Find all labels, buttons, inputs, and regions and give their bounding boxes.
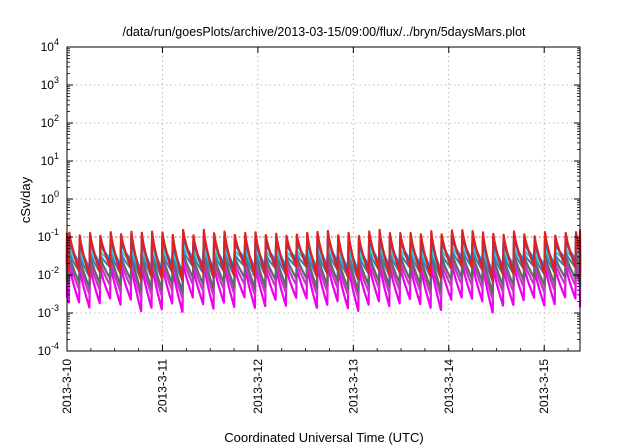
y-tick-label: 104 xyxy=(41,37,59,54)
x-tick-label: 2013-3-15 xyxy=(537,359,551,414)
series-line xyxy=(65,250,582,294)
chart-title: /data/run/goesPlots/archive/2013-03-15/0… xyxy=(122,25,526,39)
series-line xyxy=(65,256,582,301)
y-tick-label: 100 xyxy=(41,189,59,206)
series-line xyxy=(65,261,582,314)
x-tick-label: 2013-3-12 xyxy=(251,359,265,414)
x-tick-label: 2013-3-14 xyxy=(442,359,456,414)
y-tick-label: 103 xyxy=(41,75,59,92)
y-tick-label: 10-2 xyxy=(38,265,59,282)
y-axis-title: cSv/day xyxy=(18,176,33,223)
series-line xyxy=(65,228,582,283)
plot-frame xyxy=(66,46,581,352)
y-tick-label: 102 xyxy=(41,113,59,130)
y-tick-label: 101 xyxy=(41,151,59,168)
x-tick-label: 2013-3-11 xyxy=(155,359,169,413)
y-tick-label: 10-4 xyxy=(38,341,59,358)
y-tick-label: 10-3 xyxy=(38,303,59,320)
y-tick-labels: 10-4 10-3 10-2 10-1 100 101 102 103 104 xyxy=(38,37,59,358)
axes xyxy=(66,46,581,352)
y-tick-label: 10-1 xyxy=(38,227,59,244)
x-tick-label: 2013-3-10 xyxy=(60,359,74,414)
x-axis-title: Coordinated Universal Time (UTC) xyxy=(224,430,423,445)
x-tick-labels: 2013-3-10 2013-3-11 2013-3-12 2013-3-13 2013… xyxy=(60,359,551,414)
series-layer xyxy=(65,228,582,314)
x-tick-label: 2013-3-13 xyxy=(346,359,360,414)
